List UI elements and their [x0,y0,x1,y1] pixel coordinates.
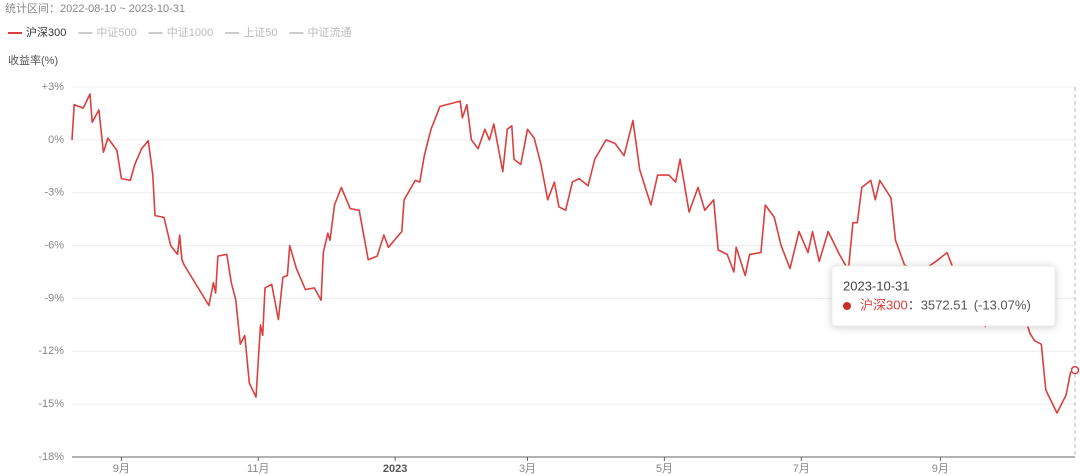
x-tick-label: 5月 [656,463,673,475]
legend-item[interactable]: 中证流通 [289,25,351,39]
tooltip-box [831,265,1056,327]
legend-label: 沪深300 [26,25,66,39]
y-tick-label: +3% [42,81,65,93]
legend-item[interactable]: 沪深300 [8,25,66,39]
x-tick-label: 11月 [247,463,269,475]
y-tick-label: 0% [48,134,64,146]
y-tick-label: -9% [44,292,64,304]
x-tick-label: 2023 [383,463,407,475]
x-tick-label: 3月 [519,463,536,475]
x-tick-label: 9月 [113,463,130,475]
legend-label: 中证1000 [167,26,213,39]
tooltip-change: (-13.07%) [974,297,1031,312]
y-axis-label: 收益率(%) [8,53,58,67]
y-tick-label: -3% [44,187,64,199]
tooltip-dot [843,302,851,310]
tooltip-value: ：3572.51 [908,297,968,312]
legend-label: 中证流通 [307,25,351,39]
tooltip-name: 沪深300 [860,297,908,312]
range-label: 统计区间：2022-08-10 ~ 2023-10-31 [5,2,185,15]
legend-label: 中证500 [96,26,136,39]
last-point [1070,365,1080,375]
x-tick-label: 7月 [793,463,810,475]
tooltip-title: 2023-10-31 [843,278,910,293]
y-tick-label: -12% [38,345,64,357]
y-tick-label: -15% [38,398,64,410]
series-line [71,93,1076,414]
y-tick-label: -18% [38,451,64,463]
legend-item[interactable]: 中证1000 [148,26,213,39]
y-tick-label: -6% [44,239,64,251]
tooltip: 2023-10-31 沪深300 ：3572.51 (-13.07%) [831,265,1056,327]
legend-item[interactable]: 中证500 [78,26,137,39]
x-tick-label: 9月 [932,463,949,475]
legend-label: 上证50 [243,26,277,39]
legend-item[interactable]: 上证50 [225,26,277,39]
